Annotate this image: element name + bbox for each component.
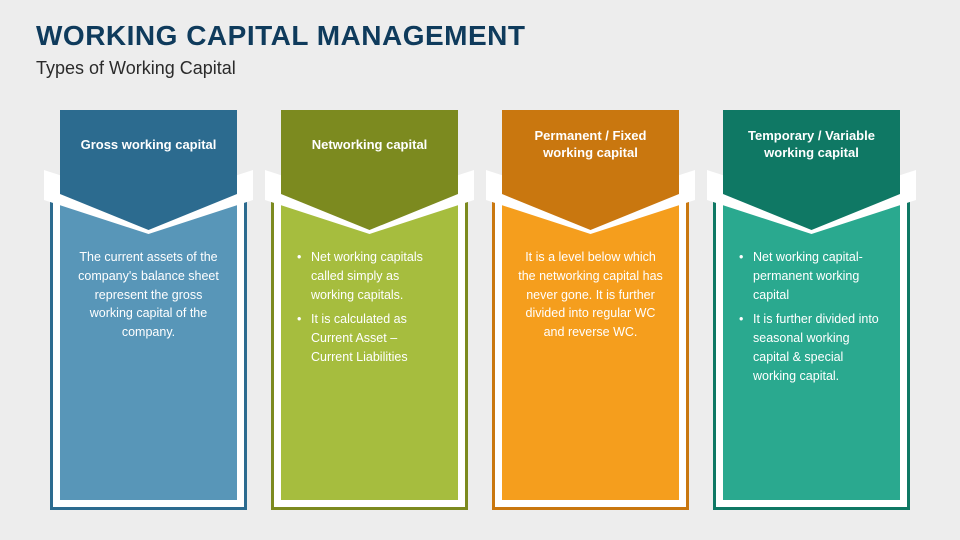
- column-text: It is a level below which the networking…: [518, 248, 663, 342]
- column-header: Networking capital: [281, 110, 458, 180]
- column-body: Net working capitals called simply as wo…: [281, 188, 458, 500]
- list-item: Net working capital-permanent working ca…: [739, 248, 884, 304]
- column-header: Temporary / Variable working capital: [723, 110, 900, 180]
- column-2: It is a level below which the networking…: [492, 110, 689, 510]
- column-header: Permanent / Fixed working capital: [502, 110, 679, 180]
- page-title: WORKING CAPITAL MANAGEMENT: [36, 20, 526, 52]
- page-subtitle: Types of Working Capital: [36, 58, 236, 79]
- list-item: Net working capitals called simply as wo…: [297, 248, 442, 304]
- column-0: The current assets of the company's bala…: [50, 110, 247, 510]
- column-1: Net working capitals called simply as wo…: [271, 110, 468, 510]
- column-list: Net working capital-permanent working ca…: [739, 248, 884, 385]
- column-3: Net working capital-permanent working ca…: [713, 110, 910, 510]
- column-header: Gross working capital: [60, 110, 237, 180]
- column-text: The current assets of the company's bala…: [76, 248, 221, 342]
- column-body: The current assets of the company's bala…: [60, 188, 237, 500]
- list-item: It is calculated as Current Asset – Curr…: [297, 310, 442, 366]
- column-body: It is a level below which the networking…: [502, 188, 679, 500]
- columns-container: The current assets of the company's bala…: [50, 110, 910, 510]
- column-list: Net working capitals called simply as wo…: [297, 248, 442, 367]
- column-body: Net working capital-permanent working ca…: [723, 188, 900, 500]
- list-item: It is further divided into seasonal work…: [739, 310, 884, 385]
